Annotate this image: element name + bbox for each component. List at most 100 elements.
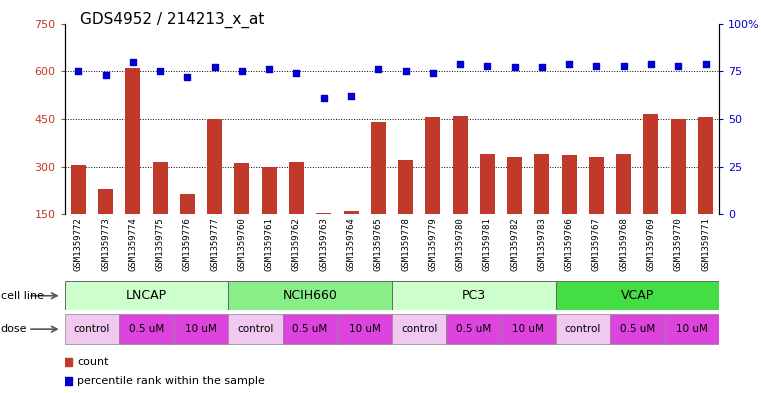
Bar <box>398 160 413 262</box>
Bar <box>501 314 556 344</box>
Bar <box>664 314 719 344</box>
Text: 10 uM: 10 uM <box>185 324 217 334</box>
Point <box>400 68 412 74</box>
Bar <box>480 154 495 262</box>
Text: GSM1359777: GSM1359777 <box>210 217 219 271</box>
Bar <box>337 314 392 344</box>
Text: 10 uM: 10 uM <box>512 324 544 334</box>
Bar <box>556 281 719 310</box>
Bar <box>343 211 358 262</box>
Bar <box>234 163 250 262</box>
Text: count: count <box>78 357 109 367</box>
Bar <box>228 281 392 310</box>
Point <box>481 62 493 69</box>
Text: GSM1359767: GSM1359767 <box>592 217 601 271</box>
Text: GSM1359766: GSM1359766 <box>565 217 574 271</box>
Text: control: control <box>74 324 110 334</box>
Point <box>454 61 466 67</box>
Text: GSM1359765: GSM1359765 <box>374 217 383 271</box>
Text: GSM1359764: GSM1359764 <box>346 217 355 271</box>
Bar <box>174 314 228 344</box>
Point <box>563 61 575 67</box>
Point <box>317 95 330 101</box>
Text: GSM1359776: GSM1359776 <box>183 217 192 271</box>
Bar <box>207 119 222 262</box>
Bar <box>65 281 228 310</box>
Text: GSM1359774: GSM1359774 <box>129 217 137 271</box>
Point <box>672 62 684 69</box>
Bar <box>317 213 331 262</box>
Text: GSM1359762: GSM1359762 <box>292 217 301 271</box>
Bar <box>534 154 549 262</box>
Bar <box>562 155 577 262</box>
Text: GSM1359770: GSM1359770 <box>673 217 683 271</box>
Text: GSM1359779: GSM1359779 <box>428 217 438 271</box>
Text: GSM1359775: GSM1359775 <box>156 217 164 271</box>
Point <box>427 70 439 76</box>
Text: 10 uM: 10 uM <box>676 324 708 334</box>
Point <box>645 61 657 67</box>
Text: control: control <box>565 324 601 334</box>
Bar <box>610 314 664 344</box>
Point <box>618 62 630 69</box>
Point <box>154 68 166 74</box>
Text: 0.5 uM: 0.5 uM <box>292 324 328 334</box>
Bar <box>180 193 195 262</box>
Point <box>508 64 521 71</box>
Bar <box>447 314 501 344</box>
Text: 0.5 uM: 0.5 uM <box>619 324 655 334</box>
Text: GSM1359763: GSM1359763 <box>320 217 328 271</box>
Text: NCIH660: NCIH660 <box>282 289 338 302</box>
Bar <box>126 68 140 262</box>
Point <box>72 68 84 74</box>
Point <box>591 62 603 69</box>
Bar <box>98 189 113 262</box>
Text: 0.5 uM: 0.5 uM <box>129 324 164 334</box>
Bar <box>425 117 441 262</box>
Bar <box>283 314 337 344</box>
Text: GSM1359760: GSM1359760 <box>237 217 247 271</box>
Bar <box>556 314 610 344</box>
Point <box>345 93 357 99</box>
Bar <box>262 167 277 262</box>
Bar <box>119 314 174 344</box>
Text: 0.5 uM: 0.5 uM <box>456 324 492 334</box>
Text: control: control <box>237 324 274 334</box>
Bar <box>71 165 86 262</box>
Bar <box>228 314 283 344</box>
Text: GSM1359773: GSM1359773 <box>101 217 110 271</box>
Text: VCAP: VCAP <box>621 289 654 302</box>
Text: GSM1359761: GSM1359761 <box>265 217 274 271</box>
Point <box>536 64 548 71</box>
Point <box>181 74 193 80</box>
Bar <box>65 314 119 344</box>
Text: percentile rank within the sample: percentile rank within the sample <box>78 376 265 386</box>
Text: PC3: PC3 <box>462 289 486 302</box>
Bar <box>453 116 467 262</box>
Bar <box>644 114 658 262</box>
Text: LNCAP: LNCAP <box>126 289 167 302</box>
Bar <box>153 162 167 262</box>
Bar <box>507 157 522 262</box>
Point <box>291 70 303 76</box>
Text: GSM1359772: GSM1359772 <box>74 217 83 271</box>
Bar <box>392 314 447 344</box>
Bar <box>616 154 631 262</box>
Text: GSM1359782: GSM1359782 <box>510 217 519 271</box>
Point <box>372 66 384 72</box>
Text: cell line: cell line <box>1 291 44 301</box>
Text: 10 uM: 10 uM <box>349 324 380 334</box>
Text: dose: dose <box>1 324 27 334</box>
Text: GSM1359783: GSM1359783 <box>537 217 546 271</box>
Text: GSM1359781: GSM1359781 <box>483 217 492 271</box>
Text: GSM1359778: GSM1359778 <box>401 217 410 271</box>
Bar <box>670 119 686 262</box>
Text: GSM1359768: GSM1359768 <box>619 217 628 271</box>
Bar <box>371 122 386 262</box>
Point <box>699 61 712 67</box>
Bar <box>289 162 304 262</box>
Text: GSM1359769: GSM1359769 <box>647 217 655 271</box>
Bar <box>589 157 604 262</box>
Text: control: control <box>401 324 438 334</box>
Bar <box>392 281 556 310</box>
